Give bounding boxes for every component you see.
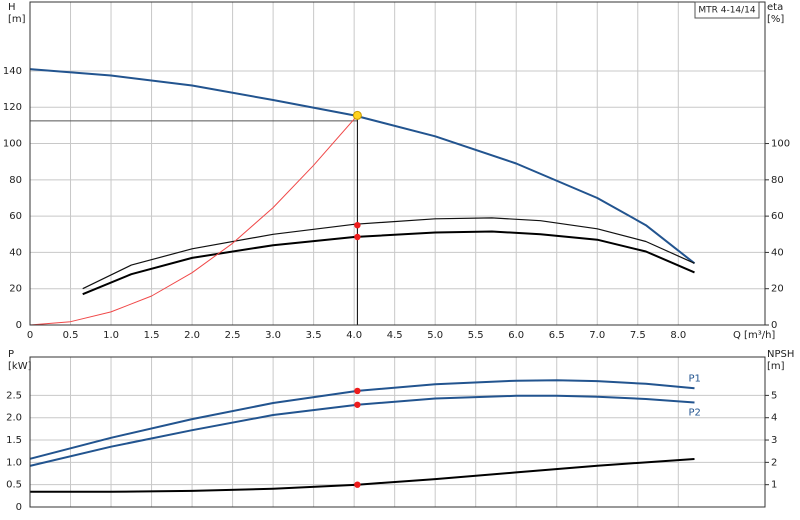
y2-tick-label: 20 — [771, 284, 784, 295]
y2-axis-unit: [%] — [767, 14, 784, 25]
x-tick-label: 1.5 — [144, 330, 160, 341]
y-tick-label: 80 — [9, 175, 22, 186]
y2-tick-label: 60 — [771, 211, 784, 222]
operating-point — [354, 387, 361, 395]
x-tick-label: 2.5 — [225, 330, 241, 341]
y-tick-label: 60 — [9, 211, 22, 222]
y-tick-label: 20 — [9, 284, 22, 295]
y2-axis-unit: [m] — [767, 361, 785, 372]
curve — [29, 115, 358, 326]
y2-tick-label: 80 — [771, 175, 784, 186]
y2-tick-label: 2 — [771, 457, 777, 468]
operating-point — [352, 110, 362, 120]
y2-tick-label: 4 — [771, 413, 777, 424]
y-axis-unit: [kW] — [8, 361, 32, 372]
y-axis-label: H — [8, 2, 16, 13]
y-tick-label: 140 — [3, 66, 22, 77]
y2-tick-label: 100 — [771, 139, 790, 150]
plot-frame — [29, 356, 766, 508]
y2-tick-label: 1 — [771, 480, 777, 491]
x-tick-label: 4.5 — [387, 330, 403, 341]
y-tick-label: 40 — [9, 247, 22, 258]
x-tick-label: 0.5 — [63, 330, 79, 341]
operating-point — [354, 401, 361, 408]
curve — [82, 230, 695, 296]
operating-point — [354, 221, 361, 229]
x-tick-label: 5.5 — [468, 330, 484, 341]
y-axis-label: P — [8, 349, 14, 360]
curve — [29, 68, 696, 265]
y-tick-label: 120 — [3, 102, 22, 113]
x-tick-label: 4.0 — [346, 330, 362, 341]
y-tick-label: 1.5 — [6, 435, 22, 446]
x-tick-label: 0 — [27, 330, 33, 341]
x-tick-label: 2.0 — [184, 330, 200, 341]
x-tick-label: 8.0 — [670, 330, 686, 341]
y-tick-label: 1.0 — [6, 457, 22, 468]
y2-axis-label: NPSH — [767, 349, 794, 360]
x-tick-label: 7.5 — [630, 330, 646, 341]
y-tick-label: 0 — [16, 502, 22, 513]
x-tick-label: 3.0 — [265, 330, 281, 341]
plot-frame — [29, 1, 766, 326]
y-tick-label: 0 — [16, 320, 22, 331]
chart-title: MTR 4-14/14 — [698, 6, 756, 16]
curve — [30, 458, 695, 493]
y-tick-label: 100 — [3, 139, 22, 150]
y2-axis-label: eta — [767, 2, 783, 13]
y2-tick-label: 40 — [771, 247, 784, 258]
x-tick-label: 3.5 — [306, 330, 322, 341]
x-tick-label: 6.5 — [549, 330, 565, 341]
x-tick-label: 6.0 — [508, 330, 524, 341]
legend-box — [694, 1, 760, 19]
x-tick-label: 7.0 — [589, 330, 605, 341]
y-axis-unit: [m] — [8, 14, 26, 25]
curve — [29, 379, 695, 460]
y2-tick-label: 0 — [771, 320, 777, 331]
curve-label: P2 — [688, 408, 700, 419]
y-tick-label: 2.0 — [6, 413, 22, 424]
y2-tick-label: 5 — [771, 390, 777, 401]
y-tick-label: 0.5 — [6, 480, 22, 491]
operating-point — [354, 481, 361, 488]
x-axis-label: Q [m³/h] — [733, 330, 775, 341]
operating-point — [354, 233, 361, 241]
y2-tick-label: 3 — [771, 435, 777, 446]
curve-label: P1 — [688, 373, 700, 384]
x-tick-label: 1.0 — [103, 330, 119, 341]
curve — [29, 394, 695, 467]
x-tick-label: 5.0 — [427, 330, 443, 341]
y-tick-label: 2.5 — [6, 390, 22, 401]
curve — [82, 217, 695, 290]
